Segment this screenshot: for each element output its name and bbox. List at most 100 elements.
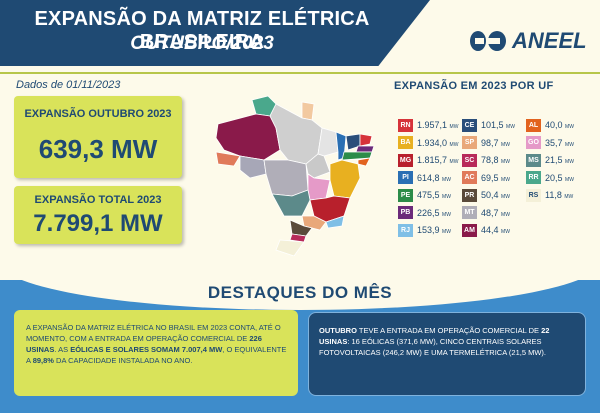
uf-value: 1.957,1 MW bbox=[417, 120, 458, 130]
uf-value-unit: MW bbox=[565, 176, 574, 183]
uf-code-badge: PI bbox=[398, 171, 413, 184]
uf-value: 98,7 MW bbox=[481, 138, 510, 148]
uf-item: AM 44,4 MW bbox=[462, 223, 510, 237]
uf-code-badge: MG bbox=[398, 153, 413, 167]
uf-item: MG 1.815,7 MW bbox=[398, 153, 458, 167]
uf-value: 475,5 MW bbox=[417, 190, 451, 200]
october-text-2: : 16 EÓLICAS (371,6 MW), CINCO CENTRAIS … bbox=[319, 337, 546, 357]
uf-value-unit: MW bbox=[442, 176, 451, 183]
uf-code-badge: BA bbox=[398, 136, 413, 149]
uf-code-badge: AL bbox=[526, 118, 541, 132]
uf-code-badge: MS bbox=[526, 153, 541, 167]
uf-code-badge: RS bbox=[526, 188, 541, 202]
uf-value-unit: MW bbox=[449, 159, 459, 165]
summary-bold-1: 226 USINAS bbox=[26, 334, 262, 354]
expansion-total-card: EXPANSÃO TOTAL 2023 7.799,1 MW bbox=[14, 186, 182, 244]
uf-value: 101,5 MW bbox=[481, 120, 515, 130]
uf-value-unit: MW bbox=[449, 124, 459, 130]
map-state-ro bbox=[239, 155, 267, 179]
map-state-ba bbox=[329, 159, 361, 199]
uf-value-unit: MW bbox=[442, 211, 451, 218]
expansion-total-value: 7.799,1 MW bbox=[33, 210, 163, 237]
uf-value-unit: MW bbox=[564, 194, 574, 200]
map-state-pb bbox=[355, 145, 375, 153]
october-text-1: TEVE A ENTRADA EM OPERAÇÃO COMERCIAL DE bbox=[356, 326, 542, 335]
uf-value-number: 153,9 bbox=[417, 225, 440, 235]
uf-value-number: 101,5 bbox=[481, 120, 504, 130]
uf-value-number: 1.934,0 bbox=[417, 137, 448, 148]
uf-value: 20,5 MW bbox=[545, 173, 574, 183]
uf-item: RR 20,5 MW bbox=[526, 171, 574, 185]
uf-value-unit: MW bbox=[501, 141, 510, 148]
map-state-go bbox=[307, 173, 331, 201]
brazil-map bbox=[215, 95, 375, 256]
uf-value: 614,8 MW bbox=[417, 173, 451, 183]
summary-text-4: DA CAPACIDADE INSTALADA NO ANO. bbox=[53, 356, 193, 365]
aneel-logo: ANEEL bbox=[470, 28, 587, 54]
uf-item: PE 475,5 MW bbox=[398, 188, 451, 202]
uf-value-number: 20,5 bbox=[545, 172, 563, 183]
uf-value-number: 1.957,1 bbox=[417, 120, 448, 130]
uf-item: RJ 153,9 MW bbox=[398, 223, 451, 237]
map-state-ap bbox=[301, 101, 315, 121]
uf-value-number: 21,5 bbox=[545, 155, 563, 165]
uf-value: 226,5 MW bbox=[417, 208, 451, 218]
map-state-rn bbox=[359, 133, 373, 147]
uf-item: MT 48,7 MW bbox=[462, 206, 510, 220]
map-state-al bbox=[357, 157, 371, 167]
uf-value: 11,8 MW bbox=[545, 190, 573, 200]
uf-value: 40,0 MW bbox=[545, 120, 574, 130]
uf-code-badge: PB bbox=[398, 206, 413, 219]
uf-value-number: 50,4 bbox=[481, 190, 499, 200]
uf-item: AL 40,0 MW bbox=[526, 118, 574, 132]
uf-code-badge: RN bbox=[398, 118, 413, 132]
expansion-month-value: 639,3 MW bbox=[38, 134, 158, 164]
uf-value-unit: MW bbox=[501, 176, 510, 183]
uf-item: RN 1.957,1 MW bbox=[398, 118, 458, 132]
uf-value-number: 35,7 bbox=[545, 137, 563, 148]
uf-item: AC 69,5 MW bbox=[462, 171, 510, 185]
uf-item: SP 98,7 MW bbox=[462, 136, 510, 150]
uf-value-number: 48,7 bbox=[481, 207, 499, 218]
uf-code-badge: GO bbox=[526, 136, 541, 149]
uf-value-number: 11,8 bbox=[545, 190, 562, 200]
uf-value-number: 78,8 bbox=[481, 155, 499, 165]
summary-text-3: , O EQUIVALENTE A bbox=[26, 345, 287, 365]
uf-value-unit: MW bbox=[565, 141, 574, 148]
uf-value: 35,7 MW bbox=[545, 138, 574, 148]
summary-text-1: A EXPANSÃO DA MATRIZ ELÉTRICA NO BRASIL … bbox=[26, 323, 281, 343]
uf-value-unit: MW bbox=[501, 159, 510, 165]
uf-value-number: 40,0 bbox=[545, 120, 563, 130]
uf-value-number: 1.815,7 bbox=[417, 155, 448, 165]
expansion-month-card: EXPANSÃO OUTUBRO 2023 639,3 MW bbox=[14, 96, 182, 178]
map-state-mt bbox=[263, 159, 309, 197]
uf-value-unit: MW bbox=[442, 194, 451, 200]
uf-value-number: 614,8 bbox=[417, 172, 440, 183]
map-state-am bbox=[215, 113, 281, 161]
uf-title: EXPANSÃO EM 2023 POR UF bbox=[394, 80, 554, 92]
uf-value-unit: MW bbox=[449, 141, 459, 148]
page-subtitle: OUTUBRO/2023 bbox=[130, 33, 274, 54]
map-state-rj bbox=[325, 215, 345, 229]
header-band bbox=[0, 0, 430, 66]
uf-value: 78,8 MW bbox=[481, 155, 510, 165]
uf-value: 44,4 MW bbox=[481, 225, 510, 235]
uf-value-unit: MW bbox=[506, 124, 515, 130]
uf-value-number: 475,5 bbox=[417, 190, 440, 200]
map-state-ms bbox=[271, 189, 311, 217]
uf-value: 69,5 MW bbox=[481, 173, 510, 183]
uf-value: 1.815,7 MW bbox=[417, 155, 458, 165]
uf-item: PR 50,4 MW bbox=[462, 188, 510, 202]
uf-value-number: 69,5 bbox=[481, 172, 499, 183]
map-state-pr bbox=[289, 219, 313, 237]
uf-value-unit: MW bbox=[501, 194, 510, 200]
uf-item: SC 78,8 MW bbox=[462, 153, 510, 167]
uf-item: CE 101,5 MW bbox=[462, 118, 515, 132]
uf-code-badge: CE bbox=[462, 118, 477, 132]
uf-value-unit: MW bbox=[565, 159, 574, 165]
uf-value-number: 226,5 bbox=[417, 207, 440, 218]
aneel-logo-icon bbox=[470, 31, 506, 51]
uf-value-number: 98,7 bbox=[481, 137, 499, 148]
highlights-title: DESTAQUES DO MÊS bbox=[207, 283, 393, 302]
uf-code-badge: PR bbox=[462, 188, 477, 202]
